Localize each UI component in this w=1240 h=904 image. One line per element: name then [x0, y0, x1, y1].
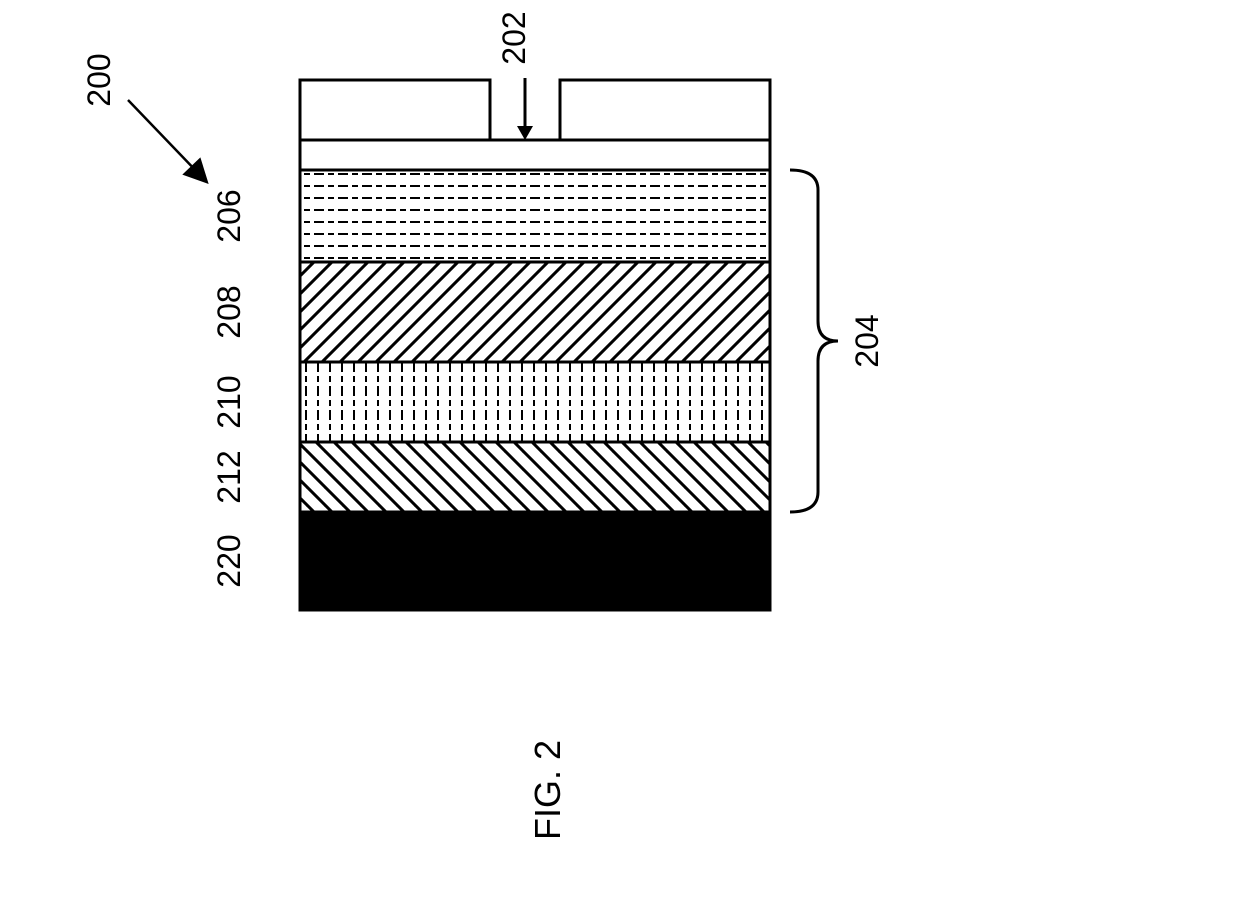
layer-208 [300, 262, 770, 362]
layer-label-210: 210 [211, 375, 247, 428]
layer-label-208: 208 [211, 285, 247, 338]
gap-arrow-head [517, 126, 533, 140]
figure-caption: FIG. 2 [527, 740, 568, 840]
layer-label-212: 212 [211, 450, 247, 503]
gap-ref-label: 202 [496, 11, 532, 64]
top-block-right [560, 80, 770, 140]
layer-212 [300, 442, 770, 512]
thin-spacer-layer [300, 140, 770, 170]
overall-ref-label: 200 [81, 53, 117, 106]
top-block-left [300, 80, 490, 140]
layer-label-220: 220 [211, 534, 247, 587]
layer-label-206: 206 [211, 189, 247, 242]
layer-210 [300, 362, 770, 442]
group-brace [790, 170, 838, 512]
group-brace-label: 204 [849, 314, 885, 367]
layer-206 [300, 170, 770, 262]
layer-220 [300, 512, 770, 610]
overall-ref-leader [128, 100, 200, 175]
